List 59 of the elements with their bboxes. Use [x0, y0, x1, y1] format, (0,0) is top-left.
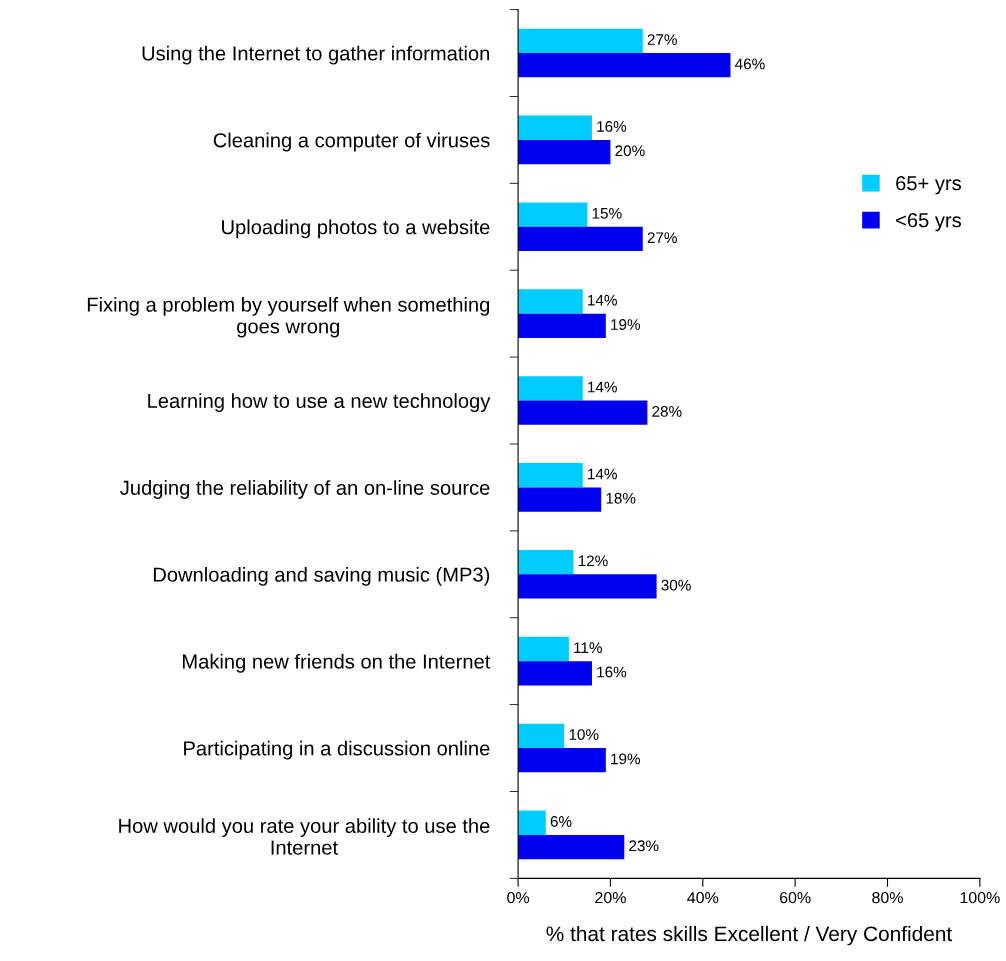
y-tick-label: Using the Internet to gather information	[142, 45, 490, 65]
data-label: 23%	[629, 840, 659, 852]
bar	[518, 28, 643, 54]
bar	[518, 487, 602, 512]
x-tick-label: 0%	[507, 891, 530, 904]
data-label: 30%	[661, 579, 691, 591]
data-label: 18%	[606, 492, 636, 504]
x-tick-label: 20%	[595, 891, 626, 904]
data-label: 19%	[611, 319, 641, 330]
data-label: 20%	[615, 145, 645, 157]
bar	[518, 661, 592, 686]
y-tick-label: Participating in a discussion online	[184, 740, 490, 760]
bar	[518, 202, 588, 227]
y-tick-label: Learning how to use a new technology	[148, 393, 491, 413]
data-label: 19%	[611, 753, 641, 765]
data-label: 28%	[652, 405, 682, 417]
data-label: 12%	[578, 555, 608, 567]
y-tick-label: How would you rate your ability to use the Internet	[119, 818, 490, 855]
data-label: 15%	[592, 207, 622, 219]
legend-label: 65+ yrs	[896, 176, 961, 195]
data-label: 14%	[588, 294, 617, 306]
y-tick-label: Judging the reliability of an on-line source	[120, 480, 490, 499]
y-tick-label: Cleaning a computer of viruses	[213, 132, 490, 152]
data-label: 10%	[569, 729, 599, 740]
x-tick-label: 60%	[779, 891, 811, 904]
data-label: 16%	[597, 666, 627, 678]
bar	[518, 289, 583, 314]
data-label: 11%	[574, 642, 602, 654]
bar	[518, 226, 643, 252]
x-axis-title: % that rates skills Excellent / Very Confident	[546, 925, 953, 946]
bar	[518, 400, 648, 425]
data-label: 14%	[588, 381, 617, 393]
y-tick-label: Uploading photos to a website	[222, 219, 490, 239]
y-tick-label: Making new friends on the Internet	[183, 653, 491, 673]
bar	[518, 549, 574, 575]
bar	[518, 748, 606, 773]
data-label: 27%	[647, 232, 677, 243]
legend-label: <65 yrs	[896, 213, 961, 232]
x-tick-label: 80%	[872, 891, 903, 904]
bar	[518, 810, 546, 835]
bar	[518, 574, 657, 599]
bar	[518, 139, 611, 165]
bar	[518, 723, 565, 749]
bar	[518, 376, 583, 401]
bar	[518, 636, 569, 662]
x-tick-label: 100%	[960, 891, 1000, 904]
data-label: 16%	[597, 121, 627, 132]
bar	[518, 463, 583, 488]
y-tick-label: Fixing a problem by yourself when something goes wrong	[87, 296, 490, 338]
data-label: 46%	[735, 58, 765, 70]
y-tick-label: Downloading and saving music (MP3)	[153, 567, 490, 586]
x-tick-label: 40%	[687, 891, 719, 904]
bar	[518, 53, 731, 78]
data-label: 6%	[550, 816, 572, 827]
bar	[518, 834, 625, 860]
bar	[518, 115, 592, 140]
data-label: 14%	[588, 468, 617, 480]
data-label: 27%	[647, 34, 677, 45]
bar	[518, 313, 606, 338]
